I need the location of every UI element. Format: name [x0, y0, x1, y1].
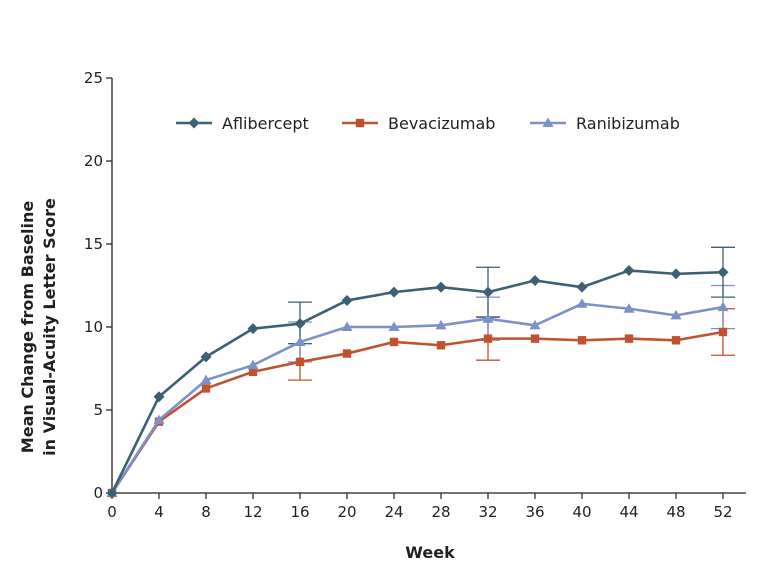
plot-area [106, 246, 735, 499]
y-tick-label: 25 [84, 69, 103, 87]
bevacizumab-point [530, 334, 540, 343]
y-tick-label: 15 [84, 235, 103, 253]
ranibizumab-line [110, 302, 724, 494]
aflibercept-line [110, 269, 724, 494]
ranibizumab-point [576, 298, 588, 308]
aflibercept-point [200, 351, 212, 363]
aflibercept-point [294, 318, 306, 330]
x-tick-label: 52 [713, 503, 732, 521]
legend-marker-aflibercept [188, 117, 200, 129]
ranibizumab-point [529, 319, 541, 330]
y-tick-label: 5 [93, 401, 103, 419]
y-tick-label: 10 [84, 318, 103, 336]
ranibizumab-point [388, 321, 400, 331]
aflibercept-point [482, 286, 494, 298]
ranibizumab-point [717, 301, 729, 312]
x-tick-label: 4 [154, 503, 164, 521]
x-tick-label: 20 [337, 503, 356, 521]
legend-label-bevacizumab: Bevacizumab [388, 114, 495, 133]
ranibizumab-point [482, 313, 494, 323]
bevacizumab-point [483, 334, 493, 343]
aflibercept-point [670, 268, 682, 280]
bevacizumab-point [248, 367, 258, 377]
x-tick-label: 40 [572, 503, 591, 521]
ranibizumab-point [670, 309, 682, 320]
legend-label-aflibercept: Aflibercept [222, 114, 309, 133]
legend-marker-bevacizumab [355, 118, 365, 128]
ranibizumab-point [623, 303, 635, 313]
ranibizumab-point [200, 374, 212, 385]
x-tick-label: 36 [525, 503, 544, 521]
bevacizumab-point [201, 384, 211, 393]
bevacizumab-point [718, 327, 728, 337]
aflibercept-point [388, 286, 400, 298]
bevacizumab-point [436, 341, 446, 350]
bevacizumab-point [295, 357, 305, 367]
aflibercept-point [247, 323, 259, 335]
x-tick-label: 8 [201, 503, 211, 521]
bevacizumab-point [342, 349, 352, 358]
aflibercept-point [435, 281, 447, 293]
x-tick-label: 28 [431, 503, 450, 521]
aflibercept-point [106, 487, 118, 499]
bevacizumab-point [624, 334, 634, 343]
x-tick-label: 12 [243, 503, 262, 521]
aflibercept-point [153, 391, 165, 403]
aflibercept-point [623, 265, 635, 277]
bevacizumab-line [110, 330, 724, 494]
ranibizumab-point [341, 321, 353, 331]
x-tick-label: 48 [666, 503, 685, 521]
y-tick-label: 0 [93, 484, 103, 502]
x-tick-label: 16 [290, 503, 309, 521]
bevacizumab-point [389, 337, 399, 347]
x-tick-label: 32 [478, 503, 497, 521]
aflibercept-point [341, 294, 353, 306]
ranibizumab-point [435, 319, 447, 330]
ranibizumab-point [247, 359, 259, 370]
legend-label-ranibizumab: Ranibizumab [576, 114, 680, 133]
ranibizumab-point [153, 414, 165, 424]
chart-legend: Aflibercept Bevacizumab Ranibizumab [176, 114, 680, 133]
aflibercept-point [576, 281, 588, 293]
legend-marker-ranibizumab [542, 117, 554, 127]
aflibercept-point [529, 275, 541, 287]
y-axis-title-line-2: in Visual-Acuity Letter Score [40, 198, 59, 456]
x-tick-label: 24 [384, 503, 403, 521]
x-tick-label: 0 [107, 503, 117, 521]
y-tick-label: 20 [84, 152, 103, 170]
aflibercept-point [717, 266, 729, 278]
ranibizumab-point [294, 336, 306, 346]
bevacizumab-point [671, 336, 681, 345]
bevacizumab-point [577, 336, 587, 345]
x-tick-label: 44 [619, 503, 638, 521]
y-axis-title-line-1: Mean Change from Baseline [18, 201, 37, 454]
x-axis-title: Week [405, 543, 455, 562]
